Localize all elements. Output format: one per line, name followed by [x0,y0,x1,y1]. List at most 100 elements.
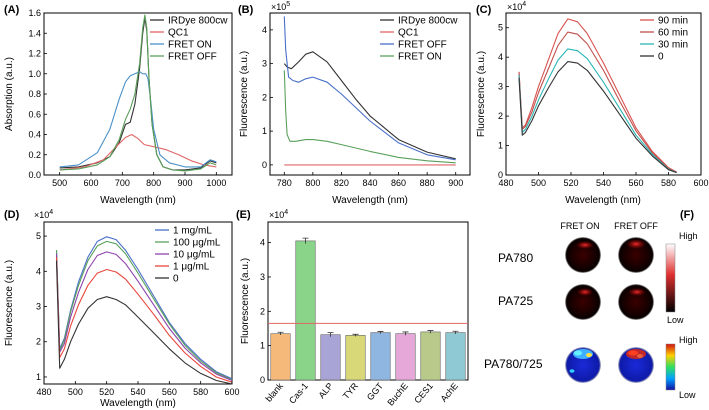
panel-d-concentration-chart: (D) ×104 480 500 520 540 560 580 600 1 2 3 4 5 1 mg/… [4,209,240,409]
panel-a-xtick-label-3: 800 [146,178,161,188]
panel-d-legend-label-2: 10 μg/mL [173,250,215,261]
panel-e-ylabel: Fluorescence (a.u.) [240,258,251,344]
panel-b-legend-label-3: FRET ON [398,52,442,63]
panel-f-imaging: (F) FRET ON FRET OFF PA780 PA725 PA780/7… [484,209,698,400]
panel-f-scale-jet-low: Low [679,390,696,400]
panel-e-category-label-3: TYR [341,380,361,401]
panel-a-xtick-label-0: 500 [52,178,67,188]
panel-a-label: (A) [4,4,20,16]
panel-e-category-label-6: CES1 [412,381,435,405]
panel-e-label: (E) [236,209,251,221]
panel-c-legend-label-0: 90 min [658,16,688,27]
panel-a-xtick-label-2: 700 [115,178,130,188]
panel-b-ytick-label-3: 3 [262,59,267,69]
panel-d-ytick-label-3: 4 [36,266,41,276]
panel-e-ytick-label-4: 4 [260,238,265,248]
panel-e-plot-frame [267,221,469,381]
panel-e-category-label-0: blank [264,380,286,403]
panel-d-series-1 [55,240,233,381]
panel-d-label: (D) [4,209,20,221]
panel-a-legend-label-2: FRET ON [168,40,212,51]
panel-e-bar-alp [320,334,341,381]
panel-b-fluorescence-chart: (B) ×105 780 800 820 840 860 880 900 0 1 2 3 4 IRDye… [238,1,471,206]
panel-c-xtick-label-5: 580 [661,178,676,188]
panel-e-ytick-label-1: 1 [260,341,265,351]
panel-c-legend-label-2: 30 min [658,40,688,51]
panel-b-xtick-label-3: 840 [362,178,377,188]
panel-d-legend-label-0: 1 mg/mL [173,226,212,237]
panel-c-series-2 [518,48,677,174]
panel-e-category-label-2: ALP [316,381,335,400]
panel-b-ytick-label-4: 4 [262,25,267,35]
panel-f-scale-jet-high: High [679,335,698,345]
panel-e-bar-ces1 [420,331,441,381]
panel-c-ytick-label-1: 1 [498,141,503,151]
panel-a-ytick-label-7: 1.4 [28,28,41,38]
panel-f-row-pa780-725: PA780/725 [484,357,543,371]
panel-d-xtick-label-0: 480 [36,387,51,397]
panel-b-legend-label-2: FRET OFF [398,40,447,51]
panel-c-xtick-label-1: 500 [531,178,546,188]
panel-c-ylabel: Fluorescence (a.u.) [476,51,487,137]
panel-e-errorbar-5 [402,331,409,336]
panel-a-legend-label-3: FRET OFF [168,52,217,63]
panel-c-ytick-label-3: 3 [498,82,503,92]
panel-e-errorbar-3 [352,333,359,337]
panel-b-xtick-label-2: 820 [334,178,349,188]
panel-d-xtick-label-2: 520 [99,387,114,397]
panel-a-xlabel: Wavelength (nm) [100,195,176,206]
panel-f-scale-red-high: High [679,231,698,241]
panel-d-ytick-label-0: 1 [36,372,41,382]
panel-c-ytick-label-2: 2 [498,111,503,121]
panel-d-xtick-label-3: 540 [130,387,145,397]
panel-a-ytick-label-4: 0.8 [28,89,41,99]
panel-e-multiplier: ×104 [269,209,288,220]
panel-b-ytick-label-2: 2 [262,92,267,102]
panel-c-series-3 [518,61,677,174]
panel-f-image-pa780-fret-on [565,237,601,273]
panel-c-series-0 [518,18,677,173]
panel-b-series-2 [283,16,456,161]
panel-d-ytick-label-2: 3 [36,302,41,312]
panel-d-series-2 [55,251,233,382]
panel-d-multiplier: ×104 [34,209,53,220]
panel-a-xtick-label-4: 900 [177,178,192,188]
panel-f-scale-bar-jet [665,343,676,391]
panel-c-legend-label-3: 0 [658,52,664,63]
panel-a-series-3 [59,14,217,172]
panel-d-ytick-label-1: 2 [36,337,41,347]
panel-d-legend-label-4: 0 [173,274,179,285]
panel-d-xtick-label-5: 580 [193,387,208,397]
panel-d-ytick-label-4: 5 [36,231,41,241]
panel-c-xtick-label-4: 560 [628,178,643,188]
panel-a-ytick-label-8: 1.6 [28,8,41,18]
panel-b-ylabel: Fluorescence (a.u.) [239,51,250,137]
panel-d-series-3 [55,257,233,383]
panel-e-category-label-1: Cas-1 [287,381,310,406]
panel-a-xtick-label-5: 1000 [206,178,226,188]
panel-a-series-2 [59,71,217,168]
panel-e-bar-blank [270,333,291,381]
panel-c-time-course-chart: (C) ×104 480 500 520 540 560 580 600 0 1 2 3 4 5 90 m… [476,1,709,206]
panel-a-ylabel: Absorption (a.u.) [4,57,15,131]
panel-e-errorbar-2 [327,332,334,337]
panel-d-series-4 [55,260,233,385]
panel-c-series-1 [518,31,677,173]
panel-d-ylabel: Fluorescence (a.u.) [4,260,15,346]
panel-a-ytick-label-1: 0.2 [28,150,41,160]
panel-a-legend-label-0: IRDye 800cw [168,16,228,27]
panel-e-errorbar-7 [452,330,459,334]
panel-b-xlabel: Wavelength (nm) [332,195,408,206]
panel-c-legend-label-1: 60 min [658,28,688,39]
panel-f-image-ratio-fret-on [565,347,601,383]
panel-c-xtick-label-0: 480 [498,178,513,188]
panel-b-multiplier: ×105 [271,1,290,12]
panel-c-xlabel: Wavelength (nm) [565,195,641,206]
panel-a-ytick-label-2: 0.4 [28,130,41,140]
panel-b-series-3 [283,70,456,164]
panel-d-xlabel: Wavelength (nm) [100,398,176,409]
panel-c-label: (C) [476,4,492,16]
panel-e-ytick-label-2: 2 [260,306,265,316]
panel-d-legend-label-3: 1 μg/mL [173,262,210,273]
